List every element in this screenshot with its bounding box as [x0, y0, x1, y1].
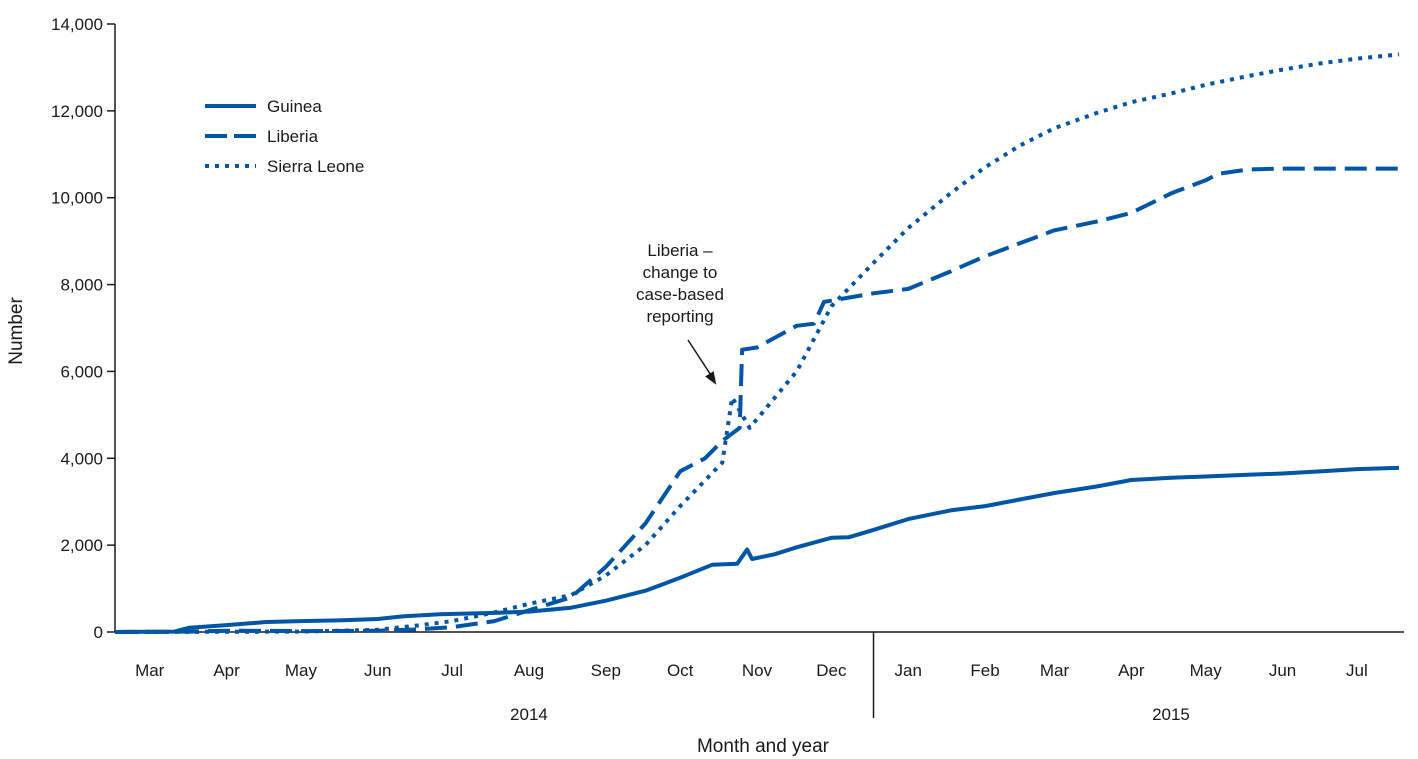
annotation: Liberia – change to case-based reporting [636, 241, 724, 385]
x-tick-label: Oct [667, 661, 694, 680]
x-tick-label: Sep [591, 661, 621, 680]
series-line-liberia [114, 166, 1399, 634]
y-tick-label: 12,000 [51, 102, 103, 121]
year-label: 2015 [1152, 705, 1190, 724]
x-tick-label: Mar [135, 661, 165, 680]
annotation-text: reporting [646, 307, 713, 326]
legend-label: Guinea [267, 97, 322, 116]
annotation-text: case-based [636, 285, 724, 304]
x-tick-label: Jun [1269, 661, 1296, 680]
y-tick-label: 2,000 [60, 536, 103, 555]
x-tick-label: Jan [895, 661, 922, 680]
y-tick-label: 4,000 [60, 449, 103, 468]
axis-layer: 0 2,000 4,000 6,000 8,000 10,000 12,000 14,000 M… [51, 15, 1404, 724]
x-tick-label: Mar [1040, 661, 1070, 680]
x-tick-label: Apr [1118, 661, 1145, 680]
annotation-text: change to [643, 263, 718, 282]
legend-label: Sierra Leone [267, 157, 364, 176]
series-line-sierra-leone [114, 52, 1400, 634]
y-tick-label: 10,000 [51, 189, 103, 208]
x-tick-label: Apr [213, 661, 240, 680]
annotation-arrow-head [705, 371, 717, 385]
x-tick-label: May [1190, 661, 1223, 680]
y-axis-title: Number [6, 297, 27, 365]
x-tick-label: May [285, 661, 318, 680]
x-tick-label: Nov [742, 661, 773, 680]
y-tick-label: 0 [94, 623, 103, 642]
x-tick-label: Aug [514, 661, 544, 680]
legend: Guinea Liberia Sierra Leone [205, 97, 364, 176]
x-tick-label: Jun [364, 661, 391, 680]
x-tick-label: Dec [816, 661, 847, 680]
x-axis-title: Month and year [697, 736, 830, 757]
year-label: 2014 [510, 705, 548, 724]
series-layer [114, 52, 1400, 634]
x-tick-label: Jul [1346, 661, 1368, 680]
annotation-arrow-line [687, 339, 714, 380]
legend-label: Liberia [267, 127, 319, 146]
series-line-guinea [114, 465, 1400, 634]
annotation-text: Liberia – [647, 241, 713, 260]
y-tick-label: 14,000 [51, 15, 103, 34]
y-tick-label: 6,000 [60, 362, 103, 381]
x-tick-label: Feb [970, 661, 999, 680]
y-tick-label: 8,000 [60, 276, 103, 295]
x-tick-label: Jul [441, 661, 463, 680]
